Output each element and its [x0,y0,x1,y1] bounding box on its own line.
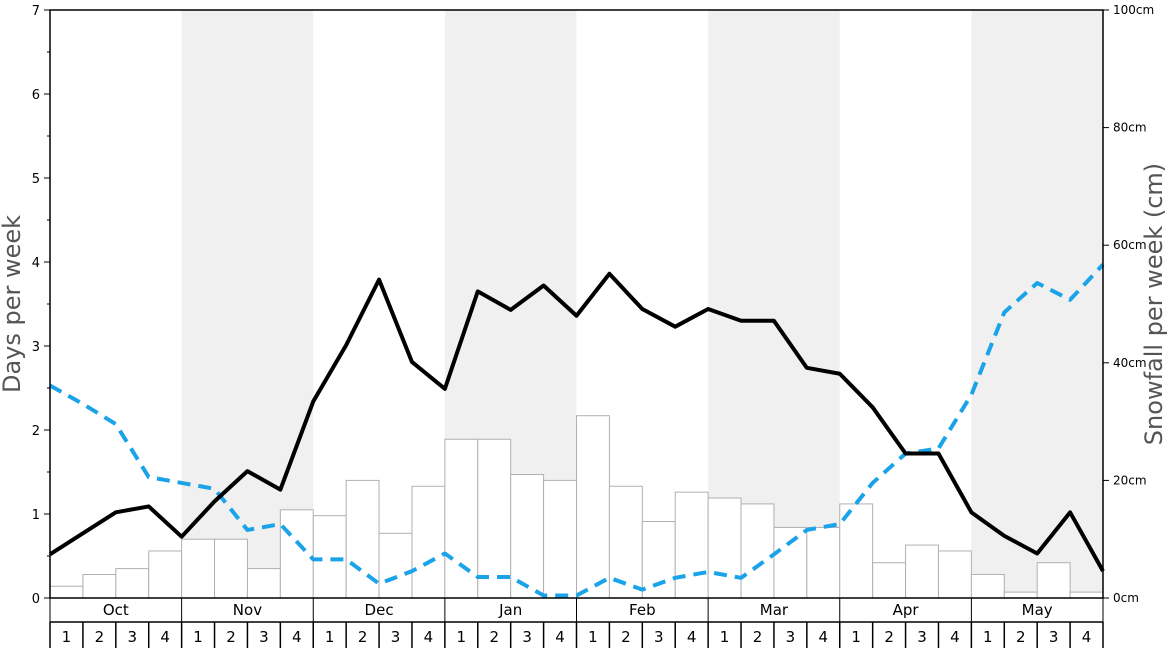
left-tick-label: 2 [32,424,40,439]
left-tick-label: 5 [32,172,40,187]
week-label: 4 [819,628,829,646]
snowfall-bar [1069,591,1104,599]
right-tick-label: 60cm [1113,238,1147,252]
right-tick-label: 20cm [1113,473,1147,487]
right-axis-title: Snowfall per week (cm) [1140,163,1168,445]
week-label: 1 [193,628,203,646]
week-label: 2 [489,628,499,646]
month-band-may [971,10,1103,598]
week-label: 2 [621,628,631,646]
month-label-nov: Nov [233,601,262,619]
month-label-mar: Mar [760,601,789,619]
week-label: 3 [522,628,532,646]
snowfall-bar [1003,591,1038,599]
trend-lines [48,263,1105,598]
snowfall-bar [148,550,183,599]
month-label-dec: Dec [365,601,394,619]
snowfall-bar [773,526,808,599]
week-label: 3 [654,628,664,646]
left-tick-label: 1 [32,508,40,523]
solid-series-line [48,271,1105,573]
snowfall-bar [674,491,709,599]
snowfall-bar [1036,562,1071,599]
week-label: 2 [226,628,236,646]
week-label: 2 [1016,628,1026,646]
right-axis: 0cm 20cm 40cm 60cm 80cm 100cm [1103,3,1154,605]
month-label-oct: Oct [103,601,129,619]
snowfall-bar [477,438,512,599]
left-tick-label: 6 [32,88,40,103]
snowfall-bar [510,474,545,599]
snowfall-bar [378,532,413,599]
snowfall-bar [905,544,939,599]
right-tick-label: 0cm [1113,591,1139,605]
week-label: 3 [1049,628,1059,646]
snowfall-bar [937,550,972,599]
right-tick-label: 80cm [1113,121,1147,135]
week-label: 3 [786,628,796,646]
snowfall-bar [576,415,610,599]
week-label: 2 [95,628,105,646]
week-label: 4 [950,628,960,646]
dashed-series-line [49,263,1105,598]
month-label-may: May [1022,601,1053,619]
snowfall-bar [312,515,347,599]
snowfall-bar [806,526,841,599]
snowfall-bar [543,479,577,599]
week-label: 3 [391,628,401,646]
week-label: 1 [720,628,730,646]
month-label-apr: Apr [893,601,920,619]
month-label-feb: Feb [629,601,656,619]
week-label: 4 [1082,628,1092,646]
snowfall-bar [970,573,1005,599]
week-label: 2 [358,628,368,646]
left-axis: 0 1 2 3 4 5 6 7 [32,4,50,607]
left-tick-label: 0 [32,592,40,607]
left-tick-label: 3 [32,340,40,355]
right-tick-label: 100cm [1113,3,1154,17]
snowfall-bar [181,538,216,599]
week-label: 1 [983,628,993,646]
snowfall-bar [279,509,314,599]
week-label: 2 [884,628,894,646]
week-label: 4 [424,628,434,646]
snowfall-bar [740,503,775,599]
week-label: 3 [917,628,927,646]
snowfall-bar [49,585,84,599]
left-axis-title: Days per week [0,215,26,393]
snowfall-bar [411,485,446,599]
week-label: 1 [62,628,72,646]
week-label: 4 [555,628,565,646]
snowfall-bar [872,562,907,599]
week-label: 4 [687,628,697,646]
snowfall-bar [82,573,117,599]
week-label: 3 [259,628,269,646]
week-label: 1 [588,628,598,646]
left-tick-label: 7 [32,4,40,19]
week-row: 1 2 3 4 1 2 3 4 1 2 3 4 1 2 3 4 1 2 3 4 1 2 3 4 1 2 3 4 1 2 3 4 [49,622,1104,648]
month-row: Oct Nov Dec Jan Feb Mar Apr May [49,598,1104,623]
snowfall-bar [707,497,742,599]
snowfall-bars [49,415,1104,599]
snowfall-bar [115,568,150,599]
snowfall-bar [246,568,281,599]
snowfall-bar [641,521,676,599]
week-label: 3 [127,628,137,646]
week-label: 2 [753,628,763,646]
snowfall-bar [214,538,248,599]
week-label: 4 [292,628,302,646]
week-label: 1 [851,628,861,646]
snowfall-bar [444,438,479,599]
week-label: 1 [325,628,335,646]
month-band-nov [181,10,314,598]
right-tick-label: 40cm [1113,356,1147,370]
left-tick-label: 4 [32,256,40,271]
week-label: 1 [457,628,467,646]
week-label: 4 [160,628,170,646]
month-bands [181,10,1103,598]
month-label-jan: Jan [498,601,522,619]
